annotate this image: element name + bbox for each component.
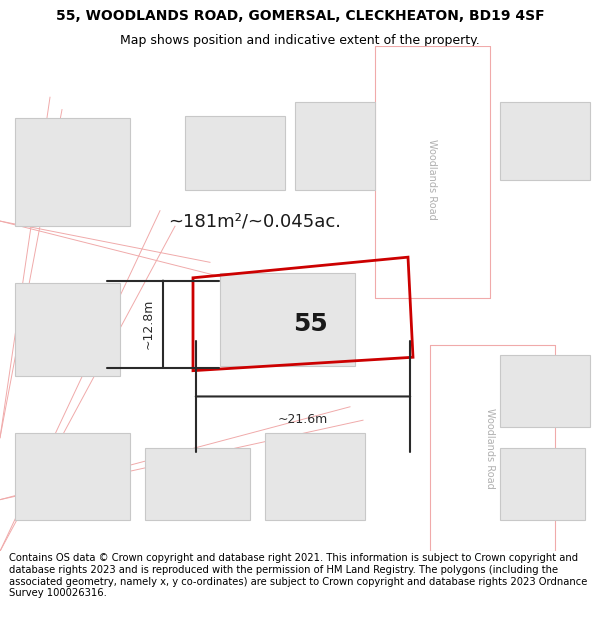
Polygon shape — [15, 432, 130, 520]
Polygon shape — [430, 345, 555, 551]
Text: Map shows position and indicative extent of the property.: Map shows position and indicative extent… — [120, 34, 480, 48]
Polygon shape — [500, 448, 585, 520]
Polygon shape — [15, 283, 120, 376]
Text: Contains OS data © Crown copyright and database right 2021. This information is : Contains OS data © Crown copyright and d… — [9, 554, 587, 598]
Polygon shape — [500, 355, 590, 428]
Polygon shape — [145, 448, 250, 520]
Polygon shape — [295, 102, 375, 190]
Polygon shape — [265, 432, 365, 520]
Text: 55: 55 — [293, 312, 328, 336]
Text: ~181m²/~0.045ac.: ~181m²/~0.045ac. — [169, 212, 341, 230]
Polygon shape — [15, 118, 130, 226]
Text: ~12.8m: ~12.8m — [142, 299, 155, 349]
Polygon shape — [220, 272, 355, 366]
Text: Woodlands Road: Woodlands Road — [485, 408, 495, 488]
Text: ~21.6m: ~21.6m — [278, 413, 328, 426]
Text: 55, WOODLANDS ROAD, GOMERSAL, CLECKHEATON, BD19 4SF: 55, WOODLANDS ROAD, GOMERSAL, CLECKHEATO… — [56, 9, 544, 23]
Polygon shape — [185, 116, 285, 190]
Polygon shape — [500, 102, 590, 180]
Polygon shape — [375, 46, 490, 298]
Text: Woodlands Road: Woodlands Road — [427, 139, 437, 220]
